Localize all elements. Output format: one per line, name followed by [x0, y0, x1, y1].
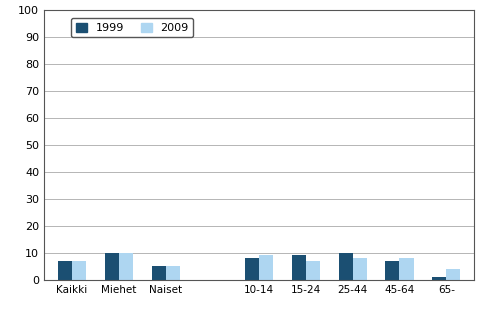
Bar	[119, 253, 133, 280]
Bar	[338, 253, 352, 280]
Bar	[291, 255, 305, 280]
Bar	[104, 253, 119, 280]
Bar	[72, 261, 86, 280]
Bar	[446, 269, 459, 280]
Legend: 1999, 2009: 1999, 2009	[71, 18, 193, 38]
Bar	[259, 255, 273, 280]
Bar	[385, 261, 399, 280]
Bar	[399, 258, 413, 280]
Bar	[151, 266, 165, 280]
Bar	[305, 261, 319, 280]
Bar	[352, 258, 366, 280]
Bar	[165, 266, 179, 280]
Bar	[431, 277, 446, 280]
Bar	[58, 261, 72, 280]
Bar	[244, 258, 259, 280]
